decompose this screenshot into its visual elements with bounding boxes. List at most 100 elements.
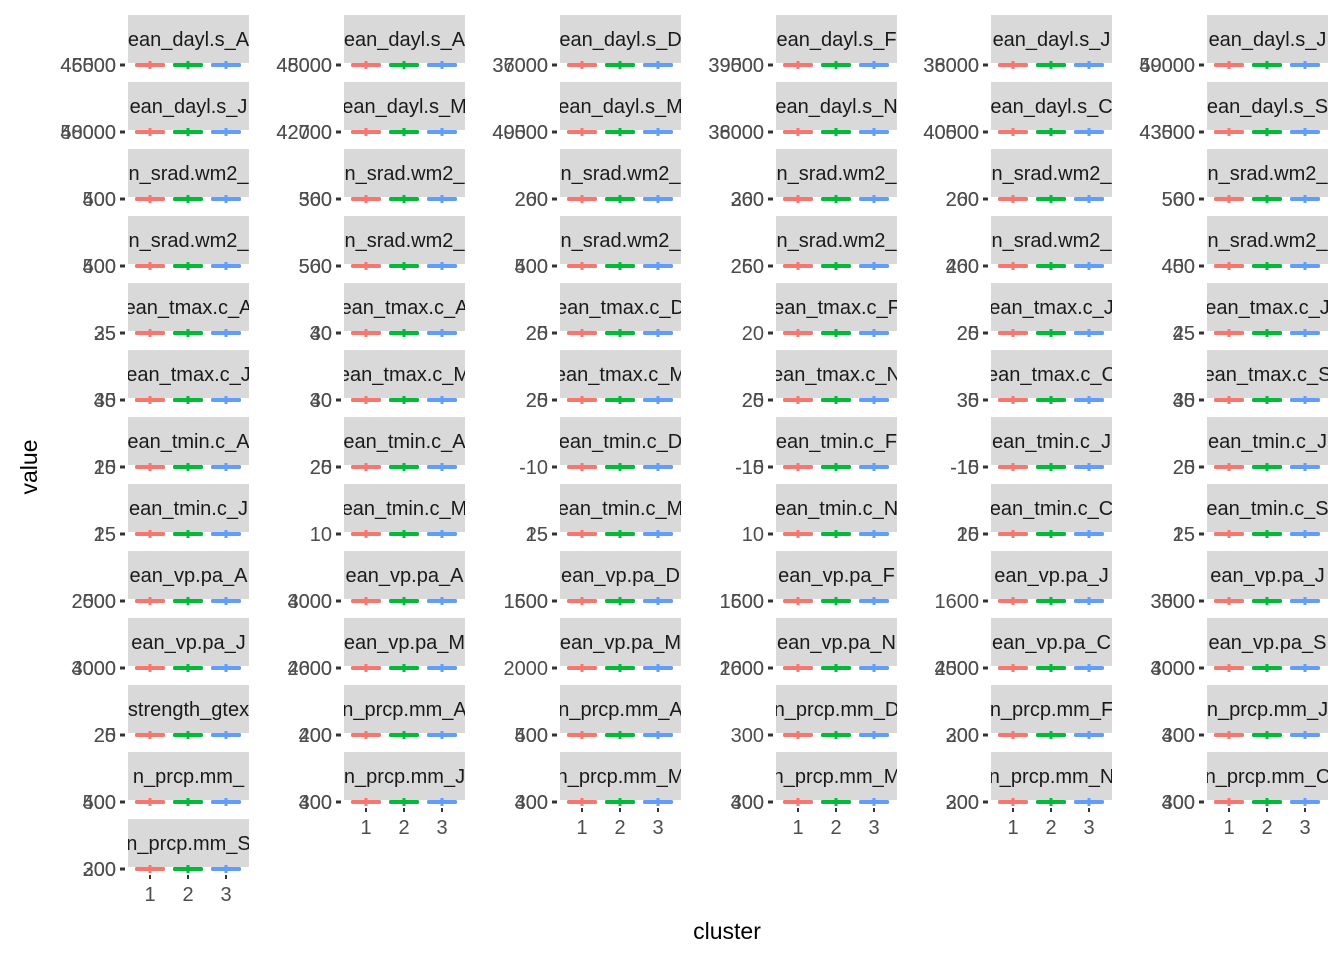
x-tick-mark [797, 808, 799, 812]
cluster-3-whisker [656, 798, 660, 806]
y-tick-mark [1199, 264, 1204, 268]
cluster-1-whisker [148, 195, 152, 203]
facet-strip-background [991, 82, 1112, 130]
y-tick-label: 43500 [1139, 122, 1195, 144]
cluster-3-whisker [440, 731, 444, 739]
cluster-1-whisker [1227, 463, 1231, 471]
facet-strip-label: n_prcp.mm_A [342, 699, 467, 721]
cluster-1-whisker [580, 396, 584, 404]
y-tick-mark [336, 666, 341, 670]
cluster-3-whisker [872, 597, 876, 605]
cluster-3-whisker [656, 61, 660, 69]
facet-strip-background [991, 350, 1112, 398]
cluster-3-whisker [1303, 195, 1307, 203]
cluster-1-whisker [1011, 664, 1015, 672]
facet-strip-background [128, 82, 249, 130]
cluster-3-whisker [440, 195, 444, 203]
cluster-1-whisker [796, 396, 800, 404]
cluster-3-whisker [1303, 530, 1307, 538]
y-tick-label: 200 [515, 189, 548, 211]
y-tick-label: 3000 [1151, 591, 1196, 613]
cluster-1-whisker [580, 530, 584, 538]
cluster-3-whisker [224, 597, 228, 605]
facet-strip-background [560, 484, 681, 532]
cluster-3-whisker [1303, 463, 1307, 471]
facet-strip-label: ean_vp.pa_M [560, 632, 681, 654]
x-tick-label: 3 [1299, 817, 1310, 839]
cluster-3-whisker [656, 664, 660, 672]
y-tick-label: 38000 [708, 122, 764, 144]
y-tick-label: 35 [1173, 390, 1195, 412]
facet-strip-background [1207, 350, 1328, 398]
facet-strip-background [776, 484, 897, 532]
y-tick-label: 35 [94, 323, 116, 345]
cluster-3-whisker [872, 329, 876, 337]
y-tick-label: 4000 [1151, 658, 1196, 680]
cluster-3-whisker [872, 530, 876, 538]
facet-strip-label: ean_tmax.c_A [341, 297, 470, 319]
facet-strip-background [1207, 283, 1328, 331]
y-tick-label: 400 [946, 256, 979, 278]
cluster-3-whisker [656, 396, 660, 404]
y-tick-label: 49500 [492, 122, 548, 144]
facet-panel: ean_tmin.c_D -10 [519, 417, 681, 479]
facet-strip-background [991, 685, 1112, 733]
facet-strip-label: ean_vp.pa_A [346, 565, 465, 587]
cluster-2-whisker [186, 664, 190, 672]
y-tick-mark [983, 264, 988, 268]
facet-strip-background [128, 149, 249, 197]
facet-strip-label: ean_vp.pa_N [777, 632, 896, 654]
facet-strip-label: n_srad.wm2_ [128, 163, 249, 185]
y-tick-mark [120, 666, 125, 670]
cluster-2-whisker [186, 731, 190, 739]
y-tick-label: 48000 [60, 122, 116, 144]
cluster-3-whisker [872, 128, 876, 136]
y-tick-label: -10 [735, 457, 764, 479]
facet-strip-label: n_prcp.mm_M [773, 766, 901, 788]
facet-strip-background [991, 417, 1112, 465]
cluster-1-whisker [796, 463, 800, 471]
facet-strip-label: ean_vp.pa_S [1209, 632, 1327, 654]
y-tick-label: 45000 [276, 55, 332, 77]
y-tick-label: 30 [310, 390, 332, 412]
facet-strip-label: n_srad.wm2_ [776, 163, 897, 185]
x-tick-mark [1228, 808, 1230, 812]
y-tick-label: 35 [94, 390, 116, 412]
cluster-2-whisker [1265, 798, 1269, 806]
facet-strip-background [344, 618, 465, 666]
y-tick-label: 1600 [504, 591, 549, 613]
y-tick-label: 400 [1162, 725, 1195, 747]
y-tick-mark [120, 398, 125, 402]
y-tick-label: 400 [1162, 256, 1195, 278]
cluster-3-whisker [872, 61, 876, 69]
facet-strip-label: ean_vp.pa_C [992, 632, 1111, 654]
cluster-3-whisker [224, 329, 228, 337]
facet-strip-label: n_prcp.mm_M [557, 766, 685, 788]
cluster-1-whisker [1011, 530, 1015, 538]
y-tick-label: 1600 [935, 591, 980, 613]
y-tick-mark [768, 197, 773, 201]
cluster-3-whisker [656, 597, 660, 605]
cluster-1-whisker [796, 61, 800, 69]
x-tick-label: 1 [144, 884, 155, 906]
facet-strip-background [776, 82, 897, 130]
y-tick-label: 20 [94, 725, 116, 747]
y-tick-label: 20 [526, 390, 548, 412]
cluster-2-whisker [1049, 128, 1053, 136]
facet-strip-label: ean_dayl.s_J [993, 29, 1111, 51]
y-tick-label: 260 [731, 256, 764, 278]
facet-strip-label: ean_vp.pa_F [778, 565, 895, 587]
cluster-3-whisker [656, 731, 660, 739]
x-tick-mark [835, 808, 837, 812]
x-tick-mark [619, 808, 621, 812]
y-tick-mark [120, 264, 125, 268]
y-tick-label: 20 [526, 323, 548, 345]
